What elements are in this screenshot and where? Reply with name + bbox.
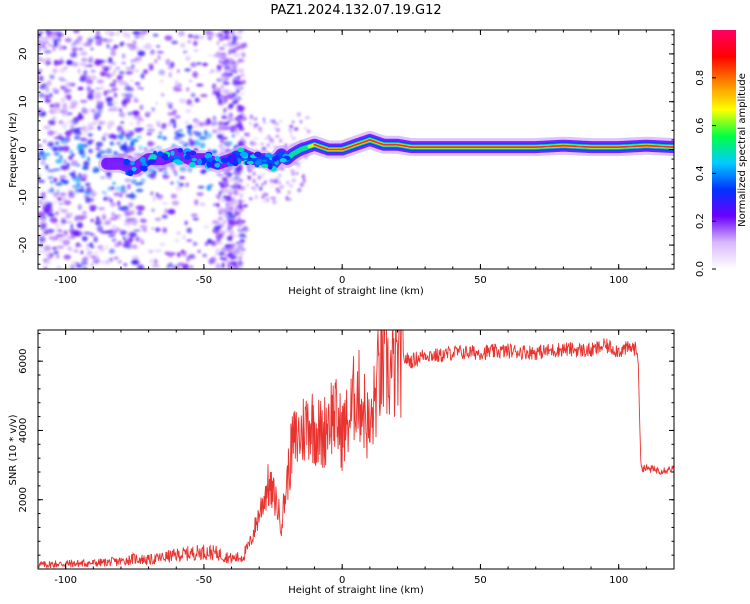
colorbar-tick-label: 0.8 <box>695 70 706 86</box>
spectrogram-ridge <box>98 130 674 178</box>
snr-panel: -100 -50 0 50 100 2000 4000 6000 Height of str… <box>8 329 675 596</box>
spectrogram-ytick-label: 0 <box>18 146 29 152</box>
page-title: PAZ1.2024.132.07.19.G12 <box>270 3 441 18</box>
snr-ylabel: SNR (10 * v/v) <box>8 414 19 485</box>
snr-ytick-label: 6000 <box>18 348 29 373</box>
colorbar-tick-label: 0.2 <box>695 213 706 229</box>
spectrogram-xtick-label: -50 <box>196 275 212 286</box>
snr-xtick-label: -100 <box>54 575 77 586</box>
snr-frame <box>37 329 675 570</box>
spectrogram-noise <box>38 30 311 269</box>
spectrogram-ytick-label: -10 <box>18 189 29 205</box>
spectrogram-y-ticks: -20 -10 0 10 20 <box>18 34 674 265</box>
spectrogram-x-ticks: -100 -50 0 50 100 <box>37 30 675 286</box>
spectrogram-xtick-label: 100 <box>609 275 628 286</box>
spectrogram-ytick-label: 20 <box>18 48 29 61</box>
snr-y-ticks: 2000 4000 6000 <box>18 332 674 570</box>
snr-series-line <box>38 330 674 569</box>
colorbar-tick-label: 0.4 <box>695 165 706 181</box>
snr-xtick-label: 50 <box>474 575 487 586</box>
spectrogram-heatmap <box>38 30 674 269</box>
spectrogram-xtick-label: 50 <box>474 275 487 286</box>
snr-xtick-label: 0 <box>339 575 345 586</box>
spectrogram-xtick-label: -100 <box>54 275 77 286</box>
snr-x-ticks: -100 -50 0 50 100 <box>37 330 675 586</box>
snr-ytick-label: 4000 <box>18 418 29 443</box>
spectrogram-xlabel: Height of straight line (km) <box>288 286 424 297</box>
snr-xtick-label: 100 <box>609 575 628 586</box>
colorbar-gradient <box>712 30 736 269</box>
colorbar-ticks: 0.0 0.2 0.4 0.6 0.8 <box>695 70 716 277</box>
snr-xlabel: Height of straight line (km) <box>288 585 424 596</box>
colorbar-label: Normalized spectral amplitude <box>737 73 748 227</box>
spectrogram-ylabel: Frequency (Hz) <box>8 112 19 188</box>
colorbar-tick-label: 0.6 <box>695 118 706 134</box>
colorbar: 0.0 0.2 0.4 0.6 0.8 Normalized spectral ampl… <box>695 30 748 277</box>
colorbar-tick-label: 0.0 <box>695 261 706 277</box>
snr-xtick-label: -50 <box>196 575 212 586</box>
spectrogram-ytick-label: -20 <box>18 237 29 253</box>
spectrogram-xtick-label: 0 <box>339 275 345 286</box>
spectrogram-ytick-label: 10 <box>18 95 29 108</box>
snr-ytick-label: 2000 <box>18 487 29 512</box>
